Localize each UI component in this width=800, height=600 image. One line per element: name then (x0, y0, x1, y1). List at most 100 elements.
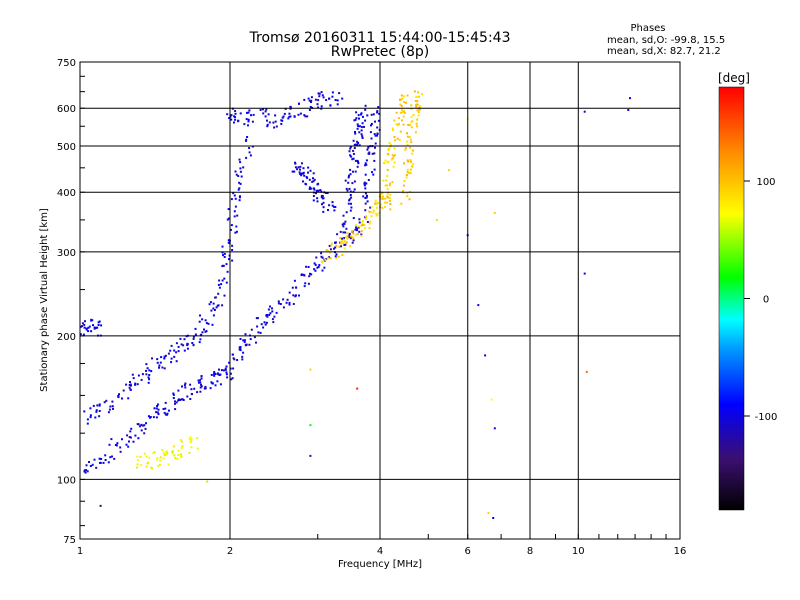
data-point (348, 234, 351, 237)
data-point (208, 303, 211, 306)
data-point (331, 95, 334, 98)
data-point (421, 93, 424, 96)
data-point (361, 220, 364, 222)
data-point (230, 118, 233, 121)
data-point (156, 358, 159, 361)
data-point (411, 120, 414, 123)
data-point (320, 91, 323, 94)
data-point (409, 146, 411, 149)
data-point (190, 393, 193, 395)
data-point (159, 456, 162, 459)
data-point (382, 179, 385, 182)
data-point (89, 407, 92, 410)
data-point (271, 307, 273, 310)
data-point (356, 143, 359, 146)
data-point (98, 410, 101, 412)
data-point (322, 210, 325, 213)
data-point (250, 114, 252, 117)
data-point (398, 138, 401, 141)
data-point (175, 342, 178, 345)
data-point (134, 383, 137, 386)
data-point (313, 188, 316, 191)
data-point (214, 373, 217, 375)
data-point (230, 228, 232, 231)
data-point (243, 123, 246, 126)
data-point (288, 112, 291, 115)
data-point (367, 179, 370, 181)
data-point (100, 458, 103, 460)
data-point (129, 388, 132, 391)
data-point (131, 373, 134, 376)
data-point (172, 393, 175, 396)
data-point (312, 199, 315, 202)
data-point (104, 454, 107, 457)
data-point (212, 307, 215, 310)
data-point (200, 377, 203, 380)
data-point (228, 258, 230, 261)
data-point (143, 452, 146, 455)
data-point (140, 464, 143, 466)
data-point (326, 192, 329, 194)
data-point (299, 168, 301, 171)
data-point (376, 111, 379, 114)
data-point (341, 240, 344, 243)
data-point (410, 165, 413, 168)
data-point (233, 121, 235, 124)
data-point (334, 241, 337, 244)
data-point (125, 443, 128, 446)
data-point (145, 363, 148, 366)
data-point (237, 175, 240, 177)
data-point (230, 114, 233, 117)
data-point (238, 158, 241, 161)
data-point (234, 116, 236, 119)
data-point (321, 203, 323, 206)
data-point (211, 323, 214, 326)
data-point (233, 194, 236, 197)
data-point (344, 179, 347, 182)
data-point (223, 256, 226, 258)
data-point (272, 321, 275, 324)
data-point (361, 135, 364, 138)
data-point (232, 192, 235, 195)
data-point (312, 195, 315, 197)
data-point (234, 118, 237, 121)
data-point (180, 453, 183, 456)
data-point (389, 196, 391, 199)
data-point (145, 369, 147, 372)
data-point (226, 376, 229, 379)
data-point (406, 159, 409, 162)
data-point (397, 117, 400, 120)
data-point (408, 198, 411, 201)
data-point (99, 504, 102, 507)
data-point (83, 326, 86, 329)
data-point (354, 118, 357, 121)
data-point (311, 180, 314, 183)
data-point (391, 181, 394, 184)
data-point (157, 403, 159, 406)
data-point (375, 206, 378, 209)
data-point (372, 173, 375, 176)
data-point (354, 131, 356, 133)
data-point (249, 338, 252, 341)
data-point (147, 376, 150, 379)
data-point (218, 368, 220, 371)
data-point (399, 103, 402, 106)
data-point (360, 126, 363, 129)
data-point (347, 181, 350, 184)
data-point (237, 120, 240, 123)
data-point (194, 327, 197, 330)
data-point (289, 105, 292, 108)
data-point (309, 454, 312, 457)
data-point (177, 398, 180, 401)
data-point (360, 112, 363, 115)
data-point (144, 427, 147, 430)
data-point (358, 221, 361, 224)
data-point (401, 119, 403, 122)
data-point (283, 112, 286, 115)
data-point (364, 192, 367, 195)
data-point (308, 109, 311, 111)
data-point (304, 282, 307, 285)
data-point (95, 466, 98, 469)
data-point (364, 162, 367, 165)
data-point (277, 300, 280, 303)
